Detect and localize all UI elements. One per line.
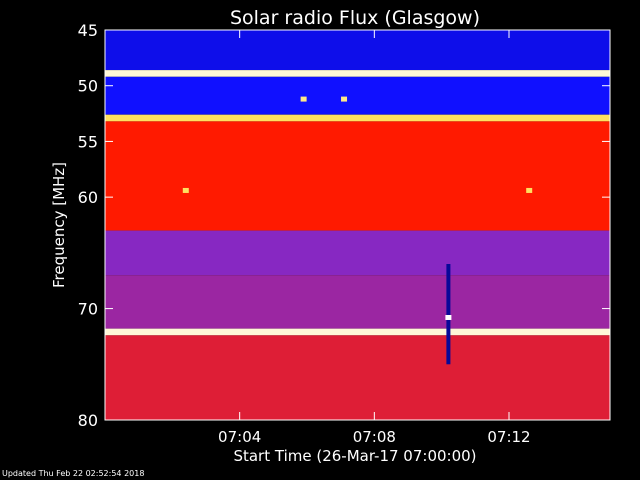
y-tick-label: 80 <box>78 411 98 430</box>
intensity-spot <box>182 187 189 193</box>
y-tick-label: 70 <box>78 300 98 319</box>
intensity-spot <box>341 96 348 102</box>
intensity-band <box>105 121 610 231</box>
intensity-band <box>105 76 610 115</box>
x-tick-label: 07:04 <box>218 428 261 446</box>
intensity-band <box>105 30 610 71</box>
y-tick-label: 60 <box>78 188 98 207</box>
updated-timestamp: Updated Thu Feb 22 02:52:54 2018 <box>2 469 145 478</box>
spectrogram-plot-area <box>104 29 611 421</box>
intensity-band <box>105 328 610 336</box>
intensity-spot <box>526 187 533 193</box>
spectrogram-bands <box>105 30 610 420</box>
y-axis: 45 50 55 60 70 80 <box>78 21 610 430</box>
y-tick-label: 50 <box>78 77 98 96</box>
intensity-band <box>105 230 610 276</box>
intensity-band <box>105 70 610 77</box>
x-tick-label: 07:12 <box>487 428 530 446</box>
intensity-spot <box>445 314 452 320</box>
intensity-spot <box>300 96 307 102</box>
x-tick-label: 07:08 <box>353 428 396 446</box>
burst-line <box>446 264 451 365</box>
x-axis: 07:04 07:08 07:12 <box>218 30 531 446</box>
intensity-band <box>105 275 610 329</box>
intensity-band <box>105 335 610 420</box>
intensity-band <box>105 114 610 122</box>
chart-title: Solar radio Flux (Glasgow) <box>230 7 480 29</box>
y-axis-label: Frequency [MHz] <box>50 162 68 288</box>
x-axis-label: Start Time (26-Mar-17 07:00:00) <box>233 447 476 465</box>
y-tick-label: 45 <box>78 21 98 40</box>
y-tick-label: 55 <box>78 132 98 151</box>
plot-frame <box>104 29 611 421</box>
spectrogram-features <box>182 96 533 365</box>
